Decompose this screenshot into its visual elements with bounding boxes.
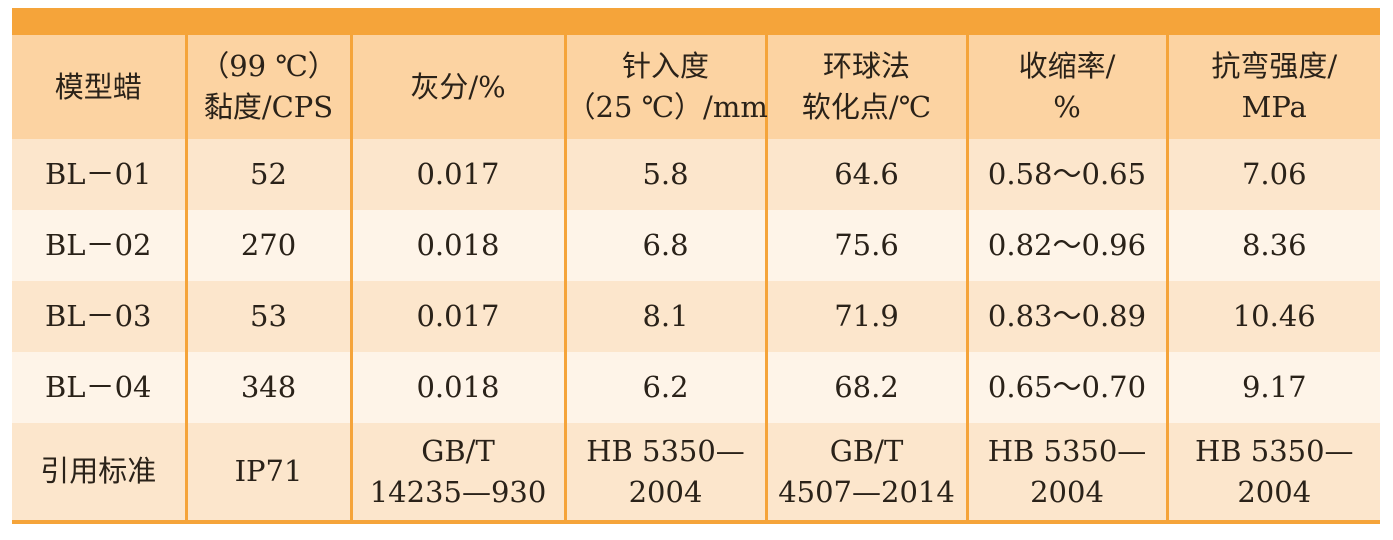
table-cell: 7.06	[1167, 139, 1380, 210]
table-cell: 0.018	[351, 352, 567, 423]
cell-line: GB/T	[829, 433, 904, 468]
table-cell: 0.83～0.89	[967, 281, 1169, 352]
table-cell: 6.8	[565, 210, 768, 281]
table-cell: HB 5350— 2004	[565, 423, 768, 524]
wax-properties-table-container: 模型蜡 （99 ℃） 黏度/CPS 灰分/% 针入度 （25 ℃）/mm 环球法…	[12, 8, 1380, 524]
table-cell: 0.58～0.65	[967, 139, 1169, 210]
cell-line: HB 5350—	[586, 433, 745, 468]
table-cell: BL－02	[12, 210, 188, 281]
header-line: 模型蜡	[54, 69, 142, 104]
table-cell: HB 5350— 2004	[967, 423, 1169, 524]
header-line: MPa	[1241, 90, 1307, 124]
cell-line: 2004	[1237, 474, 1312, 509]
standards-row: 引用标准 IP71 GB/T 14235—930 HB 5350— 2004 G…	[12, 423, 1380, 524]
cell-line: 2004	[628, 474, 703, 509]
header-shrinkage: 收缩率/ %	[967, 35, 1169, 139]
cell-line: 2004	[1030, 474, 1104, 509]
table-cell: 引用标准	[12, 423, 188, 524]
table-cell: 8.1	[565, 281, 768, 352]
table-row: BL－02 270 0.018 6.8 75.6 0.82～0.96 8.36	[12, 210, 1380, 281]
table-cell: GB/T 14235—930	[351, 423, 567, 524]
table-cell: HB 5350— 2004	[1167, 423, 1380, 524]
header-ash: 灰分/%	[351, 35, 567, 139]
cell-line: GB/T	[421, 433, 495, 468]
table-cell: BL－01	[12, 139, 188, 210]
table-cell: 0.017	[351, 281, 567, 352]
header-line: 抗弯强度/	[1211, 49, 1338, 83]
table-cell: 64.6	[766, 139, 969, 210]
cell-line: 引用标准	[40, 454, 157, 488]
header-penetration: 针入度 （25 ℃）/mm	[565, 35, 768, 139]
cell-line: HB 5350—	[1194, 433, 1354, 468]
header-flexural-strength: 抗弯强度/ MPa	[1167, 35, 1380, 139]
table-cell: 348	[186, 352, 353, 423]
header-line: 环球法	[822, 49, 910, 83]
table-cell: IP71	[186, 423, 353, 524]
header-softening-point: 环球法 软化点/℃	[766, 35, 969, 139]
table-cell: 5.8	[565, 139, 768, 210]
header-line: %	[1053, 90, 1081, 124]
table-cell: 75.6	[766, 210, 969, 281]
table-cell: 0.82～0.96	[967, 210, 1169, 281]
table-row: BL－03 53 0.017 8.1 71.9 0.83～0.89 10.46	[12, 281, 1380, 352]
table-cell: BL－03	[12, 281, 188, 352]
table-cell: 8.36	[1167, 210, 1380, 281]
header-line: 软化点/℃	[801, 90, 932, 124]
table-cell: BL－04	[12, 352, 188, 423]
table-cell: 270	[186, 210, 353, 281]
table-row: BL－04 348 0.018 6.2 68.2 0.65～0.70 9.17	[12, 352, 1380, 423]
header-line: 灰分/%	[410, 69, 506, 104]
header-viscosity: （99 ℃） 黏度/CPS	[186, 35, 353, 139]
table-cell: 10.46	[1167, 281, 1380, 352]
header-line: 黏度/CPS	[203, 90, 334, 124]
header-line: 收缩率/	[1018, 49, 1116, 83]
table-cell: 0.018	[351, 210, 567, 281]
header-line: 针入度	[621, 49, 709, 83]
table-row: BL－01 52 0.017 5.8 64.6 0.58～0.65 7.06	[12, 139, 1380, 210]
table-cell: GB/T 4507—2014	[766, 423, 969, 524]
header-line: （99 ℃）	[200, 49, 337, 83]
header-wax-model: 模型蜡	[12, 35, 188, 139]
table-cell: 6.2	[565, 352, 768, 423]
table-cell: 71.9	[766, 281, 969, 352]
wax-properties-table: 模型蜡 （99 ℃） 黏度/CPS 灰分/% 针入度 （25 ℃）/mm 环球法…	[12, 8, 1380, 524]
cell-line: HB 5350—	[987, 433, 1147, 468]
table-cell: 0.65～0.70	[967, 352, 1169, 423]
table-cell: 52	[186, 139, 353, 210]
cell-line: IP71	[234, 454, 303, 488]
cell-line: 4507—2014	[778, 474, 955, 509]
cell-line: 14235—930	[369, 474, 547, 509]
table-cell: 68.2	[766, 352, 969, 423]
header-line: （25 ℃）/mm	[566, 90, 768, 124]
table-cell: 9.17	[1167, 352, 1380, 423]
table-cell: 53	[186, 281, 353, 352]
table-top-band	[12, 8, 1380, 35]
table-header-row: 模型蜡 （99 ℃） 黏度/CPS 灰分/% 针入度 （25 ℃）/mm 环球法…	[12, 35, 1380, 139]
table-cell: 0.017	[351, 139, 567, 210]
